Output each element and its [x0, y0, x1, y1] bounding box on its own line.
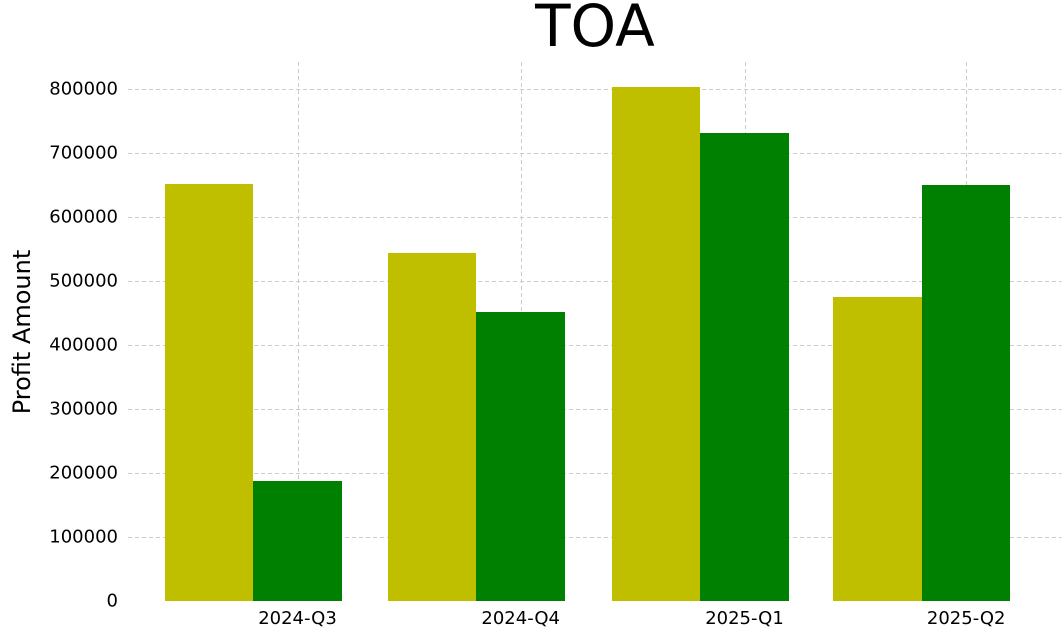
h-gridline	[128, 153, 1062, 155]
plot-area: 0 100000 200000 300000 400000 500000 600000 700…	[49, 62, 1062, 629]
bar-series1-2025-q2	[833, 296, 922, 601]
bar-series1-2024-q3	[164, 184, 254, 601]
y-tick-label: 500000	[49, 270, 118, 292]
h-gridline	[128, 409, 1062, 411]
h-gridline	[128, 217, 1062, 219]
h-gridline	[128, 89, 1062, 91]
x-tick-label: 2025-Q1	[705, 608, 784, 629]
x-tick-label: 2024-Q3	[258, 608, 337, 629]
h-gridline	[128, 537, 1062, 539]
y-tick-label: 300000	[49, 398, 118, 420]
h-gridline	[128, 281, 1062, 283]
chart-title: TOA	[535, 0, 655, 60]
bar-series2-2025-q2	[921, 184, 1011, 601]
bar-series2-2024-q4	[476, 312, 565, 601]
y-tick-label: 0	[106, 590, 118, 612]
y-tick-label: 200000	[49, 462, 118, 484]
h-gridline	[128, 345, 1062, 347]
x-tick-label: 2024-Q4	[481, 608, 560, 629]
y-tick-label: 100000	[49, 526, 118, 548]
y-axis-label: Profit Amount	[8, 249, 36, 415]
y-tick-label: 800000	[49, 78, 118, 100]
h-gridline	[128, 473, 1062, 475]
v-gridline	[297, 62, 299, 601]
bar-series1-2025-q1	[611, 86, 701, 601]
y-tick-label: 700000	[49, 142, 118, 164]
bar-series2-2025-q1	[700, 132, 789, 601]
x-tick-label: 2025-Q2	[926, 608, 1006, 629]
bar-series2-2024-q3	[253, 481, 342, 601]
bar-series1-2024-q4	[387, 252, 477, 601]
y-tick-label: 400000	[49, 334, 118, 356]
y-tick-label: 600000	[49, 206, 118, 228]
